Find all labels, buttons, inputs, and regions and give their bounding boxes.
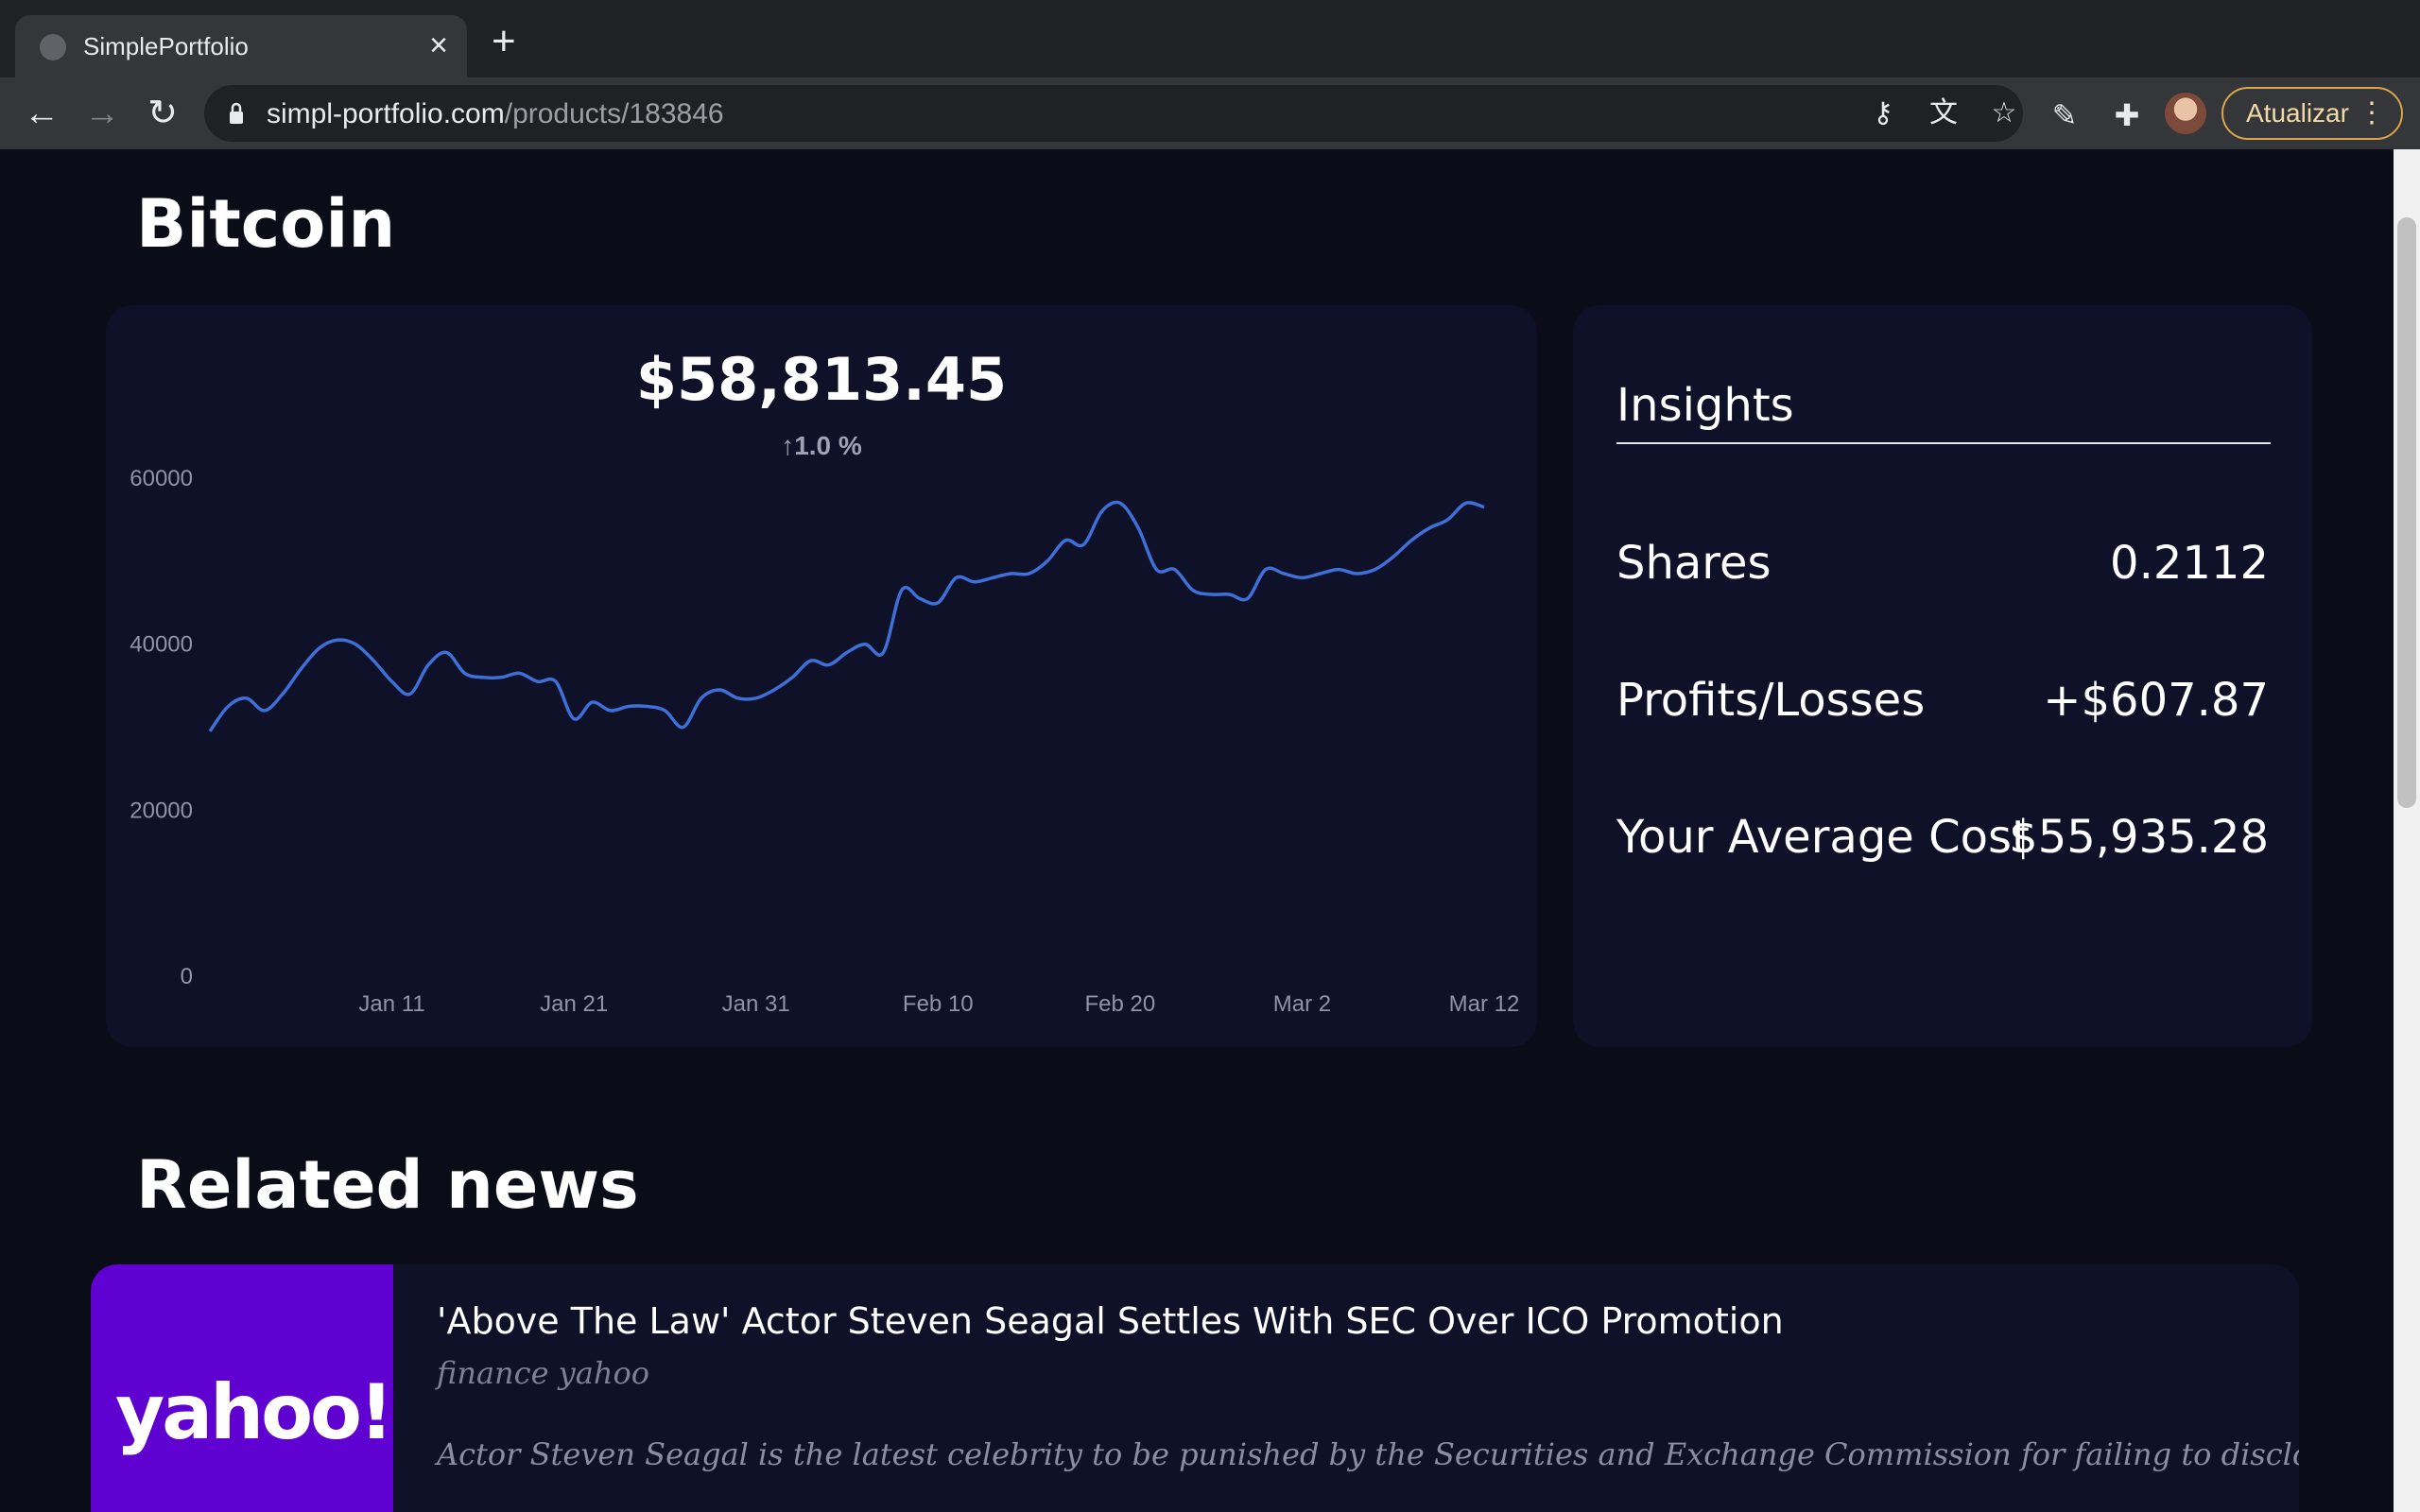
x-tick-label: Jan 11 <box>358 991 424 1017</box>
asset-title: Bitcoin <box>136 185 396 263</box>
globe-icon <box>40 34 66 60</box>
tab-title: SimplePortfolio <box>83 32 249 60</box>
arrow-up-icon: ↑ <box>781 431 795 460</box>
x-tick-label: Jan 31 <box>722 991 790 1017</box>
insights-card: Insights Shares 0.2112 Profits/Losses +$… <box>1573 305 2312 1047</box>
scrollbar-thumb[interactable] <box>2397 217 2416 808</box>
shares-label: Shares <box>1616 537 1772 590</box>
browser-tabstrip: SimplePortfolio × + <box>0 0 2420 77</box>
profits-losses-label: Profits/Losses <box>1616 674 1926 727</box>
y-tick-label: 40000 <box>130 632 193 658</box>
puzzle-extensions-icon[interactable]: ✚ <box>2114 98 2140 132</box>
address-bar[interactable]: simpl-portfolio.com/products/183846 ⚷ ⽂ … <box>204 85 2023 142</box>
url-path: /products/183846 <box>504 98 724 129</box>
news-item[interactable]: yahoo! 'Above The Law' Actor Steven Seag… <box>91 1264 2299 1512</box>
shares-value: 0.2112 <box>2110 537 2269 590</box>
x-tick-label: Mar 12 <box>1449 991 1520 1017</box>
yahoo-logo: yahoo! <box>115 1368 393 1456</box>
page-content: Bitcoin $58,813.45 ↑1.0 % 60000 40000 2000… <box>0 149 2394 1512</box>
url-text: simpl-portfolio.com/products/183846 <box>267 98 724 130</box>
news-title[interactable]: 'Above The Law' Actor Steven Seagal Sett… <box>437 1300 1784 1342</box>
profile-avatar[interactable] <box>2165 93 2206 134</box>
price-line-chart: 60000 40000 20000 0 Jan 11 Jan 21 Jan 31 Feb 10… <box>130 466 1520 1017</box>
news-thumbnail: yahoo! <box>91 1264 393 1512</box>
price-chart-card: $58,813.45 ↑1.0 % 60000 40000 20000 0 Jan 11… <box>106 305 1537 1047</box>
y-tick-label: 0 <box>181 964 193 989</box>
browser-tab[interactable]: SimplePortfolio × <box>15 15 467 77</box>
x-tick-label: Feb 20 <box>1084 991 1155 1017</box>
x-tick-label: Mar 2 <box>1273 991 1331 1017</box>
forward-icon[interactable]: → <box>84 94 120 133</box>
news-summary: Actor Steven Seagal is the latest celebr… <box>437 1436 2299 1472</box>
key-icon[interactable]: ⚷ <box>1873 97 1893 129</box>
price-change: ↑1.0 % <box>106 431 1537 461</box>
translate-icon[interactable]: ⽂ <box>1929 97 1958 129</box>
price-series-line <box>208 500 1485 732</box>
insights-title: Insights <box>1616 379 1794 432</box>
current-price: $58,813.45 <box>635 345 1008 414</box>
x-tick-label: Jan 21 <box>540 991 608 1017</box>
y-tick-label: 60000 <box>130 466 193 491</box>
insights-divider <box>1616 442 2271 444</box>
news-source: finance yahoo <box>437 1355 649 1391</box>
new-tab-icon[interactable]: + <box>492 18 516 64</box>
update-label: Atualizar <box>2246 98 2349 128</box>
browser-toolbar: ← → ↻ simpl-portfolio.com/products/18384… <box>0 77 2420 149</box>
back-icon[interactable]: ← <box>24 94 60 133</box>
related-news-heading: Related news <box>136 1146 639 1224</box>
price-change-value: 1.0 % <box>794 431 862 460</box>
star-icon[interactable]: ☆ <box>1991 97 2017 129</box>
profits-losses-value: +$607.87 <box>2043 674 2269 727</box>
x-tick-label: Feb 10 <box>903 991 974 1017</box>
more-menu-icon[interactable]: ⋮ <box>2358 97 2386 129</box>
reload-icon[interactable]: ↻ <box>147 94 178 133</box>
pen-extension-icon[interactable]: ✎ <box>2051 98 2078 132</box>
update-button[interactable]: Atualizar ⋮ <box>2221 87 2403 140</box>
average-cost-label: Your Average Cost <box>1616 811 2030 864</box>
y-tick-label: 20000 <box>130 798 193 823</box>
url-host: simpl-portfolio.com <box>267 98 505 129</box>
average-cost-value: $55,935.28 <box>2009 811 2269 864</box>
close-tab-icon[interactable]: × <box>429 27 448 63</box>
lock-icon <box>230 102 243 124</box>
